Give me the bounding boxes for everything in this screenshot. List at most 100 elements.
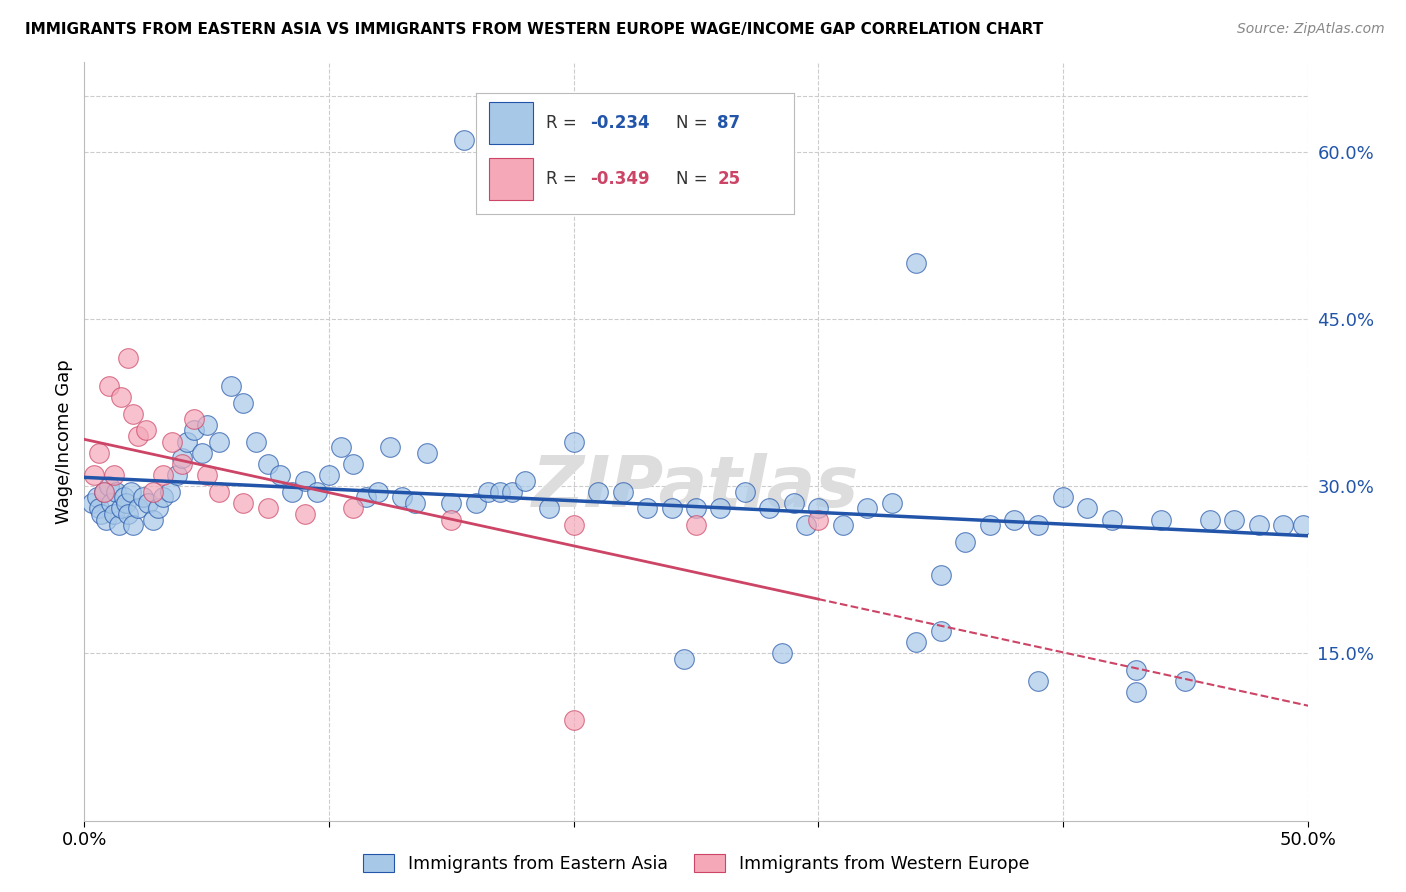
Point xyxy=(1198,512,1220,526)
Point xyxy=(110,390,132,404)
Point xyxy=(1052,491,1074,505)
Point xyxy=(685,501,707,516)
Point xyxy=(208,434,231,449)
Point xyxy=(330,440,353,454)
Point xyxy=(734,484,756,499)
Point xyxy=(195,417,218,432)
Point xyxy=(269,468,291,483)
Point xyxy=(232,395,254,409)
Point xyxy=(586,484,609,499)
Point xyxy=(96,512,118,526)
Point xyxy=(115,496,138,510)
Point xyxy=(477,484,499,499)
Point xyxy=(152,491,174,505)
Point xyxy=(453,133,475,147)
Point xyxy=(87,501,110,516)
Point xyxy=(97,378,120,392)
Point xyxy=(1272,518,1295,533)
Point xyxy=(191,446,214,460)
Point xyxy=(502,484,524,499)
Point xyxy=(232,496,254,510)
Point xyxy=(86,491,108,505)
Point xyxy=(245,434,267,449)
Point xyxy=(440,496,463,510)
Text: Source: ZipAtlas.com: Source: ZipAtlas.com xyxy=(1237,22,1385,37)
Point xyxy=(294,507,316,521)
Point xyxy=(127,429,149,443)
Point xyxy=(612,484,634,499)
Point xyxy=(107,518,129,533)
Point xyxy=(1076,501,1098,516)
Point xyxy=(367,484,389,499)
Point xyxy=(1028,674,1050,689)
Point xyxy=(342,501,364,516)
Point xyxy=(166,468,188,483)
Point xyxy=(807,501,830,516)
Point xyxy=(305,484,328,499)
Point xyxy=(146,501,169,516)
Point xyxy=(90,507,112,521)
Point xyxy=(342,457,364,471)
Point xyxy=(672,652,695,666)
Point xyxy=(257,501,280,516)
Point xyxy=(132,491,155,505)
Point xyxy=(685,518,707,533)
Point xyxy=(513,474,536,488)
Point xyxy=(176,434,198,449)
Point xyxy=(142,512,165,526)
Point xyxy=(404,496,426,510)
Point xyxy=(183,412,205,426)
Point xyxy=(905,256,928,270)
Point xyxy=(172,457,194,471)
Point xyxy=(1125,685,1147,699)
Point xyxy=(391,491,413,505)
Point xyxy=(318,468,340,483)
Point xyxy=(93,484,115,499)
Point xyxy=(538,501,561,516)
Point xyxy=(105,484,128,499)
Point xyxy=(162,434,184,449)
Point xyxy=(120,484,142,499)
Point xyxy=(83,468,105,483)
Text: ZIPatlas: ZIPatlas xyxy=(533,452,859,522)
Point xyxy=(142,484,165,499)
Point xyxy=(219,378,242,392)
Point xyxy=(794,518,817,533)
Point xyxy=(159,484,181,499)
Point xyxy=(807,512,830,526)
Point xyxy=(354,491,377,505)
Point xyxy=(661,501,683,516)
Point xyxy=(416,446,439,460)
Point xyxy=(100,496,122,510)
Point xyxy=(929,624,952,639)
Point xyxy=(112,491,135,505)
Point xyxy=(770,646,793,660)
Point xyxy=(562,434,585,449)
Point xyxy=(953,535,976,549)
Point xyxy=(562,714,585,728)
Point xyxy=(1002,512,1025,526)
Point xyxy=(172,451,194,466)
Y-axis label: Wage/Income Gap: Wage/Income Gap xyxy=(55,359,73,524)
Point xyxy=(281,484,304,499)
Point xyxy=(905,635,928,649)
Text: IMMIGRANTS FROM EASTERN ASIA VS IMMIGRANTS FROM WESTERN EUROPE WAGE/INCOME GAP C: IMMIGRANTS FROM EASTERN ASIA VS IMMIGRAN… xyxy=(25,22,1043,37)
Point xyxy=(103,468,125,483)
Point xyxy=(80,496,103,510)
Point xyxy=(117,507,139,521)
Point xyxy=(464,496,486,510)
Point xyxy=(127,501,149,516)
Point xyxy=(929,568,952,582)
Point xyxy=(183,424,205,438)
Point xyxy=(122,518,145,533)
Point xyxy=(122,407,145,421)
Point xyxy=(783,496,806,510)
Point xyxy=(1223,512,1246,526)
Point xyxy=(135,424,157,438)
Point xyxy=(117,351,139,365)
Point xyxy=(152,468,174,483)
Point xyxy=(489,484,512,499)
Point xyxy=(97,479,120,493)
Point xyxy=(195,468,218,483)
Point xyxy=(257,457,280,471)
